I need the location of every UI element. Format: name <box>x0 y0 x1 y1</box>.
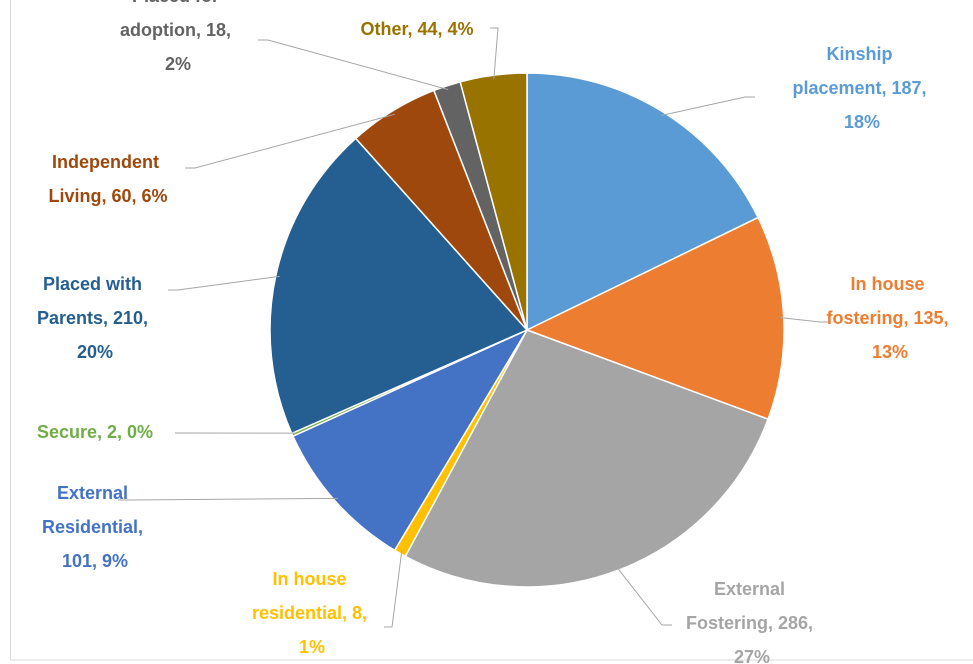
leader-line <box>258 39 449 91</box>
pie-slice <box>291 328 529 552</box>
leader-line <box>384 549 403 628</box>
pie-slice <box>459 72 528 331</box>
leader-line <box>779 317 830 323</box>
pie-slice <box>269 137 529 435</box>
leader-line <box>118 497 339 501</box>
leader-line <box>616 566 672 626</box>
data-label: Placed with Parents, 210, 20% <box>37 274 153 362</box>
pie-slice <box>526 72 760 332</box>
data-label: Secure, 2, 0% <box>37 422 153 442</box>
pie-slice <box>404 329 770 588</box>
data-label: Other, 44, 4% <box>360 19 473 39</box>
data-label: Independent Living, 60, 6% <box>48 152 167 206</box>
leader-line <box>661 96 755 116</box>
data-label: Placed for adoption, 18, 2% <box>120 0 236 74</box>
pie-slice <box>525 216 785 421</box>
data-label: External Fostering, 286, 27% <box>686 579 818 664</box>
data-label: Kinship placement, 187, 18% <box>792 44 931 132</box>
leader-line <box>185 113 395 169</box>
data-label: In house fostering, 135, 13% <box>826 274 953 362</box>
data-label: External Residential, 101, 9% <box>42 483 148 571</box>
leader-line <box>490 27 499 80</box>
data-label: In house residential, 8, 1% <box>252 569 372 657</box>
leader-line <box>168 275 280 291</box>
